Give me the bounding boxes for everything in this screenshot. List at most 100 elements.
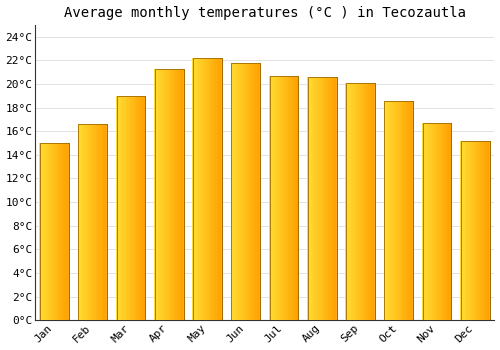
Bar: [89, 124, 90, 320]
Bar: [232, 63, 260, 320]
Bar: [461, 141, 490, 320]
Bar: [308, 77, 336, 320]
Bar: [242, 63, 244, 320]
Bar: [41, 143, 42, 320]
Bar: [358, 83, 360, 320]
Bar: [270, 76, 272, 320]
Bar: [52, 143, 54, 320]
Bar: [388, 100, 390, 320]
Bar: [119, 96, 120, 320]
Bar: [357, 83, 358, 320]
Bar: [346, 83, 347, 320]
Bar: [212, 58, 214, 320]
Bar: [55, 143, 56, 320]
Bar: [208, 58, 210, 320]
Bar: [422, 123, 452, 320]
Bar: [468, 141, 469, 320]
Bar: [307, 77, 308, 320]
Bar: [193, 58, 222, 320]
Bar: [396, 100, 398, 320]
Bar: [288, 76, 289, 320]
Bar: [282, 76, 284, 320]
Bar: [316, 77, 318, 320]
Bar: [136, 96, 138, 320]
Bar: [294, 76, 295, 320]
Bar: [296, 76, 298, 320]
Bar: [200, 58, 201, 320]
Bar: [400, 100, 401, 320]
Bar: [252, 63, 254, 320]
Bar: [372, 83, 374, 320]
Bar: [126, 96, 128, 320]
Bar: [370, 83, 372, 320]
Bar: [90, 124, 92, 320]
Bar: [384, 100, 413, 320]
Bar: [488, 141, 489, 320]
Bar: [322, 77, 323, 320]
Bar: [292, 76, 294, 320]
Bar: [130, 96, 132, 320]
Bar: [352, 83, 354, 320]
Bar: [314, 77, 316, 320]
Bar: [295, 76, 296, 320]
Bar: [444, 123, 445, 320]
Bar: [324, 77, 326, 320]
Bar: [334, 77, 336, 320]
Bar: [118, 96, 119, 320]
Bar: [429, 123, 430, 320]
Bar: [258, 63, 260, 320]
Bar: [364, 83, 366, 320]
Bar: [328, 77, 330, 320]
Bar: [332, 77, 333, 320]
Bar: [220, 58, 221, 320]
Bar: [174, 69, 176, 320]
Bar: [116, 96, 117, 320]
Bar: [85, 124, 86, 320]
Bar: [446, 123, 448, 320]
Bar: [310, 77, 312, 320]
Bar: [246, 63, 248, 320]
Bar: [201, 58, 202, 320]
Bar: [128, 96, 129, 320]
Bar: [46, 143, 48, 320]
Bar: [478, 141, 479, 320]
Bar: [210, 58, 211, 320]
Bar: [204, 58, 206, 320]
Bar: [469, 141, 470, 320]
Bar: [78, 124, 107, 320]
Bar: [240, 63, 242, 320]
Bar: [124, 96, 126, 320]
Bar: [96, 124, 98, 320]
Title: Average monthly temperatures (°C ) in Tecozautla: Average monthly temperatures (°C ) in Te…: [64, 6, 466, 20]
Bar: [346, 83, 375, 320]
Bar: [61, 143, 62, 320]
Bar: [139, 96, 140, 320]
Bar: [79, 124, 80, 320]
Bar: [394, 100, 395, 320]
Bar: [120, 96, 122, 320]
Bar: [280, 76, 282, 320]
Bar: [256, 63, 258, 320]
Bar: [54, 143, 55, 320]
Bar: [318, 77, 320, 320]
Bar: [232, 63, 234, 320]
Bar: [390, 100, 391, 320]
Bar: [164, 69, 166, 320]
Bar: [404, 100, 406, 320]
Bar: [422, 123, 424, 320]
Bar: [207, 58, 208, 320]
Bar: [132, 96, 133, 320]
Bar: [426, 123, 428, 320]
Bar: [156, 69, 157, 320]
Bar: [155, 69, 184, 320]
Bar: [88, 124, 89, 320]
Bar: [430, 123, 432, 320]
Bar: [460, 141, 462, 320]
Bar: [362, 83, 364, 320]
Bar: [211, 58, 212, 320]
Bar: [330, 77, 332, 320]
Bar: [462, 141, 463, 320]
Bar: [123, 96, 124, 320]
Bar: [472, 141, 473, 320]
Bar: [439, 123, 440, 320]
